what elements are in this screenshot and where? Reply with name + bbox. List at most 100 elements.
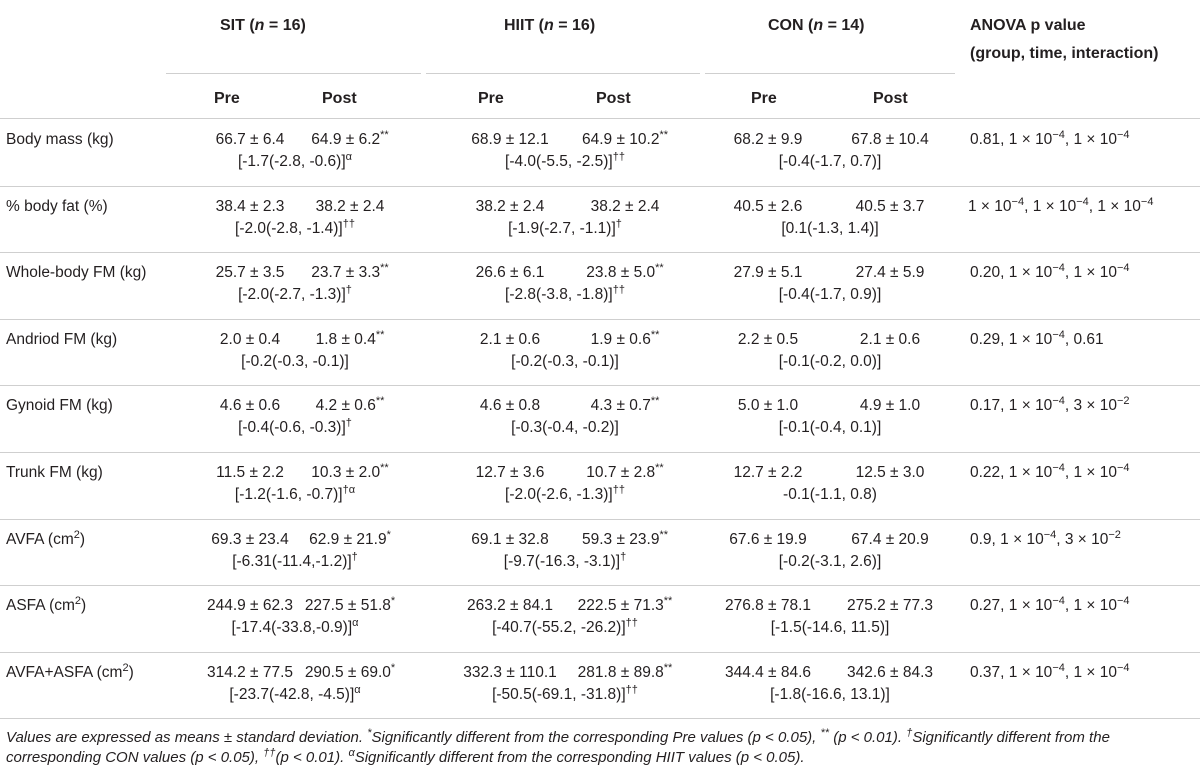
footnote-text: Significantly different from the corresp… [354,749,805,766]
anova-p-values: 0.37, 1 × 10−4, 1 × 10−4 [970,662,1130,682]
header-anova-line2: (group, time, interaction) [970,45,1159,62]
con-change-ci: [-1.8(-16.6, 13.1)] [730,686,930,704]
value-text: Gynoid FM (kg) [6,397,113,415]
significance-marker: * [390,595,396,608]
value-text: [-0.2(-0.3, -0.1)] [241,352,349,370]
value-text: 1.9 ± 0.6 [590,330,651,348]
value-text: 64.9 ± 10.2 [581,131,660,148]
value-text: 4.6 ± 0.6 [219,397,281,415]
value-text: 23.7 ± 3.3 [311,264,381,282]
group-name: CON [768,17,804,34]
group-underline-sit [166,73,421,74]
header-bottom-rule [0,118,1200,119]
significance-marker: † [620,550,627,563]
anova-part: , 1 × 10 [1088,197,1141,215]
anova-p-values: 0.81, 1 × 10−4, 1 × 10−4 [970,130,1130,149]
significance-marker: ** [655,462,664,474]
anova-exponent: −4 [1011,195,1025,208]
table-footnote: Values are expressed as means ± standard… [6,728,1196,768]
con-pre-value: 27.9 ± 5.1 [698,264,838,282]
anova-p-values: 0.22, 1 × 10−4, 1 × 10−4 [970,462,1130,482]
hiit-pre-value: 38.2 ± 2.4 [440,198,580,216]
value-text: [-40.7(-55.2, -26.2)] [492,619,626,637]
anova-p-values: 0.9, 1 × 10−4, 3 × 10−2 [970,529,1121,549]
significance-marker: ** [663,595,673,608]
label-tail: ) [81,597,87,615]
row-label: Andriod FM (kg) [6,331,117,349]
group-underline-hiit [426,73,700,74]
hiit-change-ci: [-1.9(-2.7, -1.1)]† [465,218,665,238]
value-text: 59.3 ± 23.9 [581,530,660,548]
subheader-hiit-pre: Pre [478,90,504,107]
value-text: 64.9 ± 6.2 [311,131,381,148]
value-text: 275.2 ± 77.3 [846,597,934,615]
con-post-value: 67.4 ± 20.9 [815,531,965,549]
value-text: 4.9 ± 1.0 [859,397,921,415]
header-con: CON (n = 14) [768,16,864,36]
results-table: SIT (n = 16) HIIT (n = 16) CON (n = 14) … [0,16,1200,719]
footnote-text: Values are expressed as means ± standard… [6,729,368,746]
group-name: SIT [220,17,245,34]
subheader-sit-post: Post [322,90,357,107]
value-text: 66.7 ± 6.4 [215,131,285,148]
value-text: 2.0 ± 0.4 [219,330,281,348]
hiit-pre-value: 2.1 ± 0.6 [440,331,580,349]
hiit-post-value: 23.8 ± 5.0** [550,263,700,282]
significance-marker: †† [342,217,355,230]
anova-exponent: −4 [1117,262,1130,275]
sit-pre-value: 69.3 ± 23.4 [180,531,320,549]
n-value: = 14) [823,17,865,34]
con-change-ci: [-0.1(-0.2, 0.0)] [730,353,930,371]
value-text: [-0.3(-0.4, -0.2)] [511,419,619,437]
con-pre-value: 40.5 ± 2.6 [698,198,838,216]
row-divider [0,186,1200,187]
significance-marker: ** [659,129,669,141]
sit-change-ci: [-6.31(-11.4,-1.2)]† [195,551,395,571]
con-change-ci: [-0.4(-1.7, 0.7)] [730,153,930,171]
con-change-ci: [0.1(-1.3, 1.4)] [730,220,930,238]
con-pre-value: 344.4 ± 84.6 [698,664,838,682]
value-text: 12.5 ± 3.0 [855,464,925,481]
value-text: -0.1(-1.1, 0.8) [783,486,877,503]
value-text: 332.3 ± 110.1 [463,663,557,681]
anova-p-values: 0.17, 1 × 10−4, 3 × 10−2 [970,396,1130,415]
con-post-value: 275.2 ± 77.3 [815,597,965,615]
value-text: [-0.4(-0.6, -0.3)] [238,419,346,437]
significance-marker: †† [625,617,638,630]
significance-marker: α [352,617,359,630]
significance-marker: ** [375,328,385,341]
value-text: 38.2 ± 2.4 [315,197,385,215]
sit-post-value: 38.2 ± 2.4 [275,198,425,216]
value-text: % body fat (%) [6,197,108,215]
hiit-change-ci: [-2.0(-2.6, -1.3)]†† [465,484,665,504]
row-label: AVFA+ASFA (cm2) [6,662,134,682]
value-text: [-1.8(-16.6, 13.1)] [770,685,890,703]
row-label: Body mass (kg) [6,131,114,149]
n-symbol: n [544,17,554,34]
value-text: 290.5 ± 69.0 [304,663,391,681]
footnote-text: Significantly different from the corresp… [6,729,1110,766]
significance-marker: †† [612,151,625,163]
significance-marker: ** [380,462,389,474]
con-change-ci: [-0.4(-1.7, 0.9)] [730,286,930,304]
hiit-post-value: 64.9 ± 10.2** [550,129,700,149]
value-text: Andriod FM (kg) [6,330,118,348]
hiit-post-value: 10.7 ± 2.8** [550,462,700,482]
anova-exponent: −4 [1052,595,1065,608]
anova-p-values: 0.29, 1 × 10−4, 0.61 [970,329,1104,349]
con-post-value: 12.5 ± 3.0 [815,464,965,482]
value-text: 314.2 ± 77.5 [206,663,294,681]
sit-change-ci: [-1.7(-2.8, -0.6)]α [195,152,395,171]
con-pre-value: 68.2 ± 9.9 [698,131,838,149]
value-text: [-2.8(-3.8, -1.8)] [505,286,613,304]
significance-marker: †† [612,484,625,496]
value-text: 69.3 ± 23.4 [211,530,289,548]
value-text: 11.5 ± 2.2 [216,464,284,481]
value-text: 344.4 ± 84.6 [724,663,812,681]
group-name: HIIT [504,17,535,34]
significance-marker: 2 [73,528,80,541]
con-post-value: 342.6 ± 84.3 [815,664,965,682]
anova-exponent: −4 [1117,462,1130,474]
label-tail: ) [79,530,86,548]
anova-part: , 3 × 10 [1064,397,1117,415]
